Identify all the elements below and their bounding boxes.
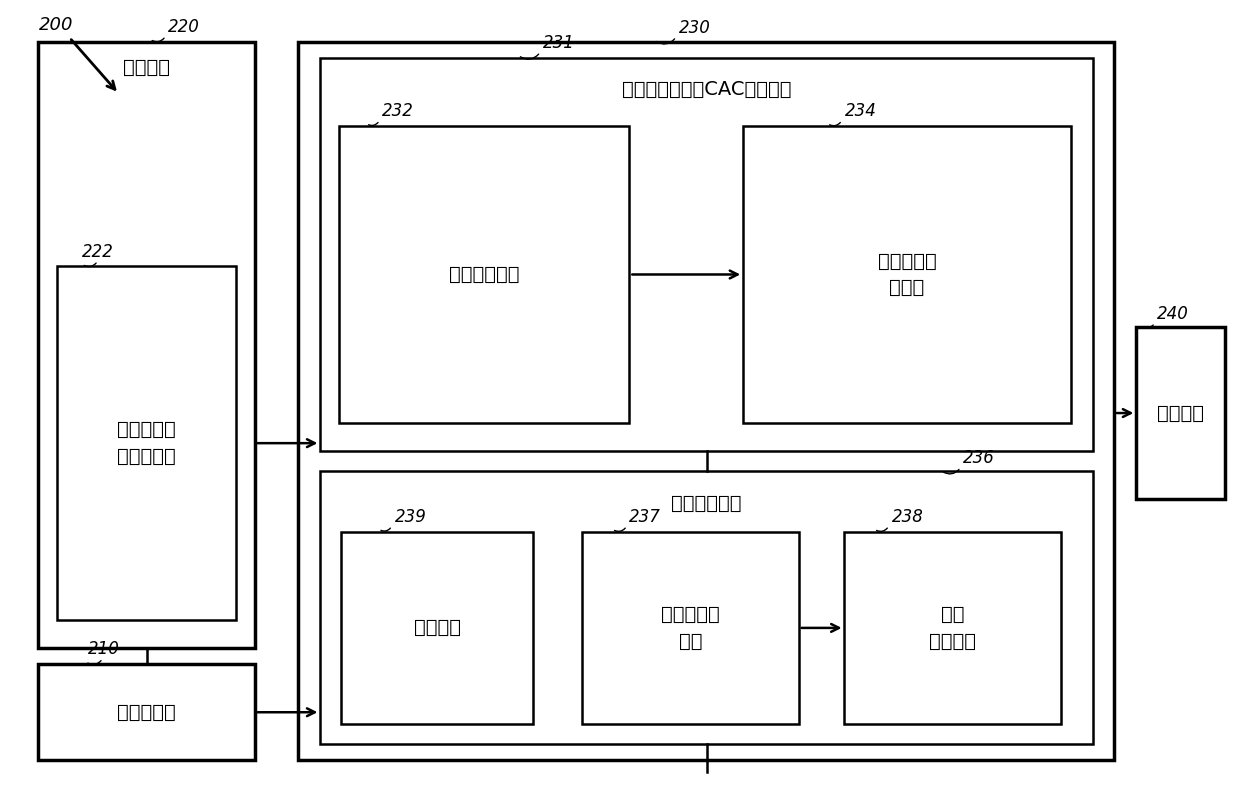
Bar xyxy=(342,531,533,725)
Text: 236: 236 xyxy=(963,449,995,467)
Text: 240: 240 xyxy=(1157,305,1189,322)
Bar xyxy=(321,57,1093,451)
Text: 234: 234 xyxy=(845,102,876,120)
Bar xyxy=(38,664,255,760)
Bar xyxy=(57,267,237,620)
Text: 定时电路: 定时电路 xyxy=(414,618,461,638)
Text: 222: 222 xyxy=(82,243,114,261)
Text: 239: 239 xyxy=(394,508,426,526)
Text: 200: 200 xyxy=(38,15,73,34)
Text: 阈值
测试电路: 阈值 测试电路 xyxy=(929,605,976,650)
Text: 参数调节器
电路: 参数调节器 电路 xyxy=(662,605,720,650)
Text: 232: 232 xyxy=(382,102,414,120)
Text: 控制电路: 控制电路 xyxy=(683,69,730,89)
Text: 230: 230 xyxy=(679,19,711,37)
Text: 纠正指示符
生成器: 纠正指示符 生成器 xyxy=(877,251,937,297)
Text: 固有希氏束
激活检测器: 固有希氏束 激活检测器 xyxy=(118,421,176,466)
Bar xyxy=(339,126,629,423)
Text: 231: 231 xyxy=(543,34,575,52)
Bar xyxy=(299,42,1114,760)
Text: 捕获验证电路: 捕获验证电路 xyxy=(449,265,519,284)
Text: 210: 210 xyxy=(88,641,120,659)
Text: 用户界面: 用户界面 xyxy=(1157,404,1204,422)
Text: 238: 238 xyxy=(892,508,923,526)
Bar xyxy=(582,531,799,725)
Text: 220: 220 xyxy=(169,18,201,36)
Text: 电刺激电路: 电刺激电路 xyxy=(118,703,176,721)
Text: 237: 237 xyxy=(629,508,662,526)
Text: 传导异常纠正（CAC）检测器: 传导异常纠正（CAC）检测器 xyxy=(622,80,792,99)
Bar xyxy=(845,531,1061,725)
Bar xyxy=(38,42,255,648)
Text: 感测电路: 感测电路 xyxy=(123,57,170,77)
Text: 刺激控制电路: 刺激控制电路 xyxy=(672,494,742,513)
Bar xyxy=(743,126,1070,423)
Bar xyxy=(1136,326,1225,500)
Bar xyxy=(321,472,1093,745)
